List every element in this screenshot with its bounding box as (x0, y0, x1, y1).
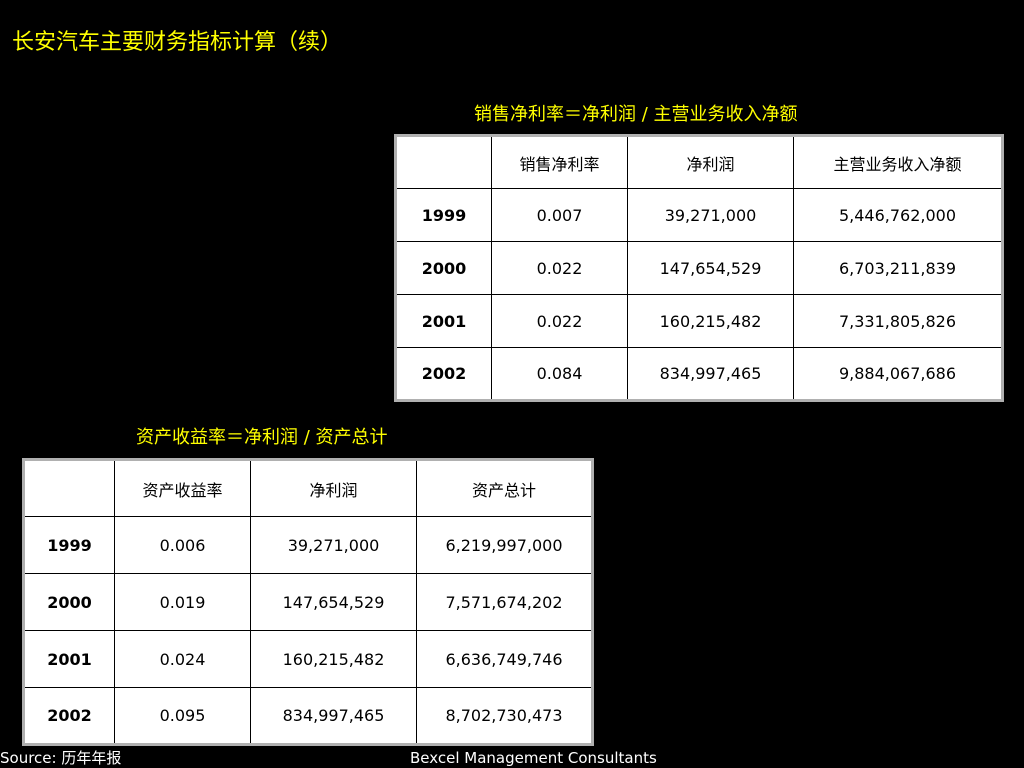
table-row: 2001 0.022 160,215,482 7,331,805,826 (395, 294, 1003, 348)
header-cell-empty (395, 135, 492, 189)
table-cell: 160,215,482 (250, 630, 417, 688)
table-row: 2000 0.019 147,654,529 7,571,674,202 (23, 573, 593, 631)
table-cell: 5,446,762,000 (793, 188, 1003, 242)
table-cell: 0.007 (491, 188, 628, 242)
table-cell: 6,219,997,000 (416, 516, 593, 574)
header-cell: 净利润 (250, 459, 417, 517)
header-cell: 主营业务收入净额 (793, 135, 1003, 189)
header-cell-empty (23, 459, 115, 517)
table-cell: 147,654,529 (250, 573, 417, 631)
return-on-assets-caption: 资产收益率＝净利润 / 资产总计 (136, 427, 388, 448)
return-on-assets-table: 资产收益率 净利润 资产总计 1999 0.006 39,271,000 6,2… (22, 458, 594, 746)
year-cell: 2000 (395, 241, 492, 295)
table-cell: 7,571,674,202 (416, 573, 593, 631)
table-cell: 0.095 (114, 687, 251, 745)
table-row: 2002 0.084 834,997,465 9,884,067,686 (395, 347, 1003, 401)
table-cell: 9,884,067,686 (793, 347, 1003, 401)
table-cell: 7,331,805,826 (793, 294, 1003, 348)
year-cell: 2000 (23, 573, 115, 631)
header-cell: 销售净利率 (491, 135, 628, 189)
table-cell: 0.084 (491, 347, 628, 401)
table-header-row: 资产收益率 净利润 资产总计 (23, 459, 593, 517)
table-row: 2000 0.022 147,654,529 6,703,211,839 (395, 241, 1003, 295)
table-cell: 6,703,211,839 (793, 241, 1003, 295)
header-cell: 资产收益率 (114, 459, 251, 517)
table-cell: 39,271,000 (250, 516, 417, 574)
table-row: 1999 0.007 39,271,000 5,446,762,000 (395, 188, 1003, 242)
table-cell: 6,636,749,746 (416, 630, 593, 688)
net-profit-margin-caption: 销售净利率＝净利润 / 主营业务收入净额 (474, 104, 798, 125)
company-name: Bexcel Management Consultants (410, 749, 657, 767)
table-cell: 147,654,529 (627, 241, 794, 295)
table-cell: 0.019 (114, 573, 251, 631)
table-cell: 0.022 (491, 294, 628, 348)
year-cell: 1999 (395, 188, 492, 242)
year-cell: 1999 (23, 516, 115, 574)
year-cell: 2002 (395, 347, 492, 401)
table-cell: 160,215,482 (627, 294, 794, 348)
header-cell: 净利润 (627, 135, 794, 189)
header-cell: 资产总计 (416, 459, 593, 517)
table-cell: 834,997,465 (627, 347, 794, 401)
table-row: 2001 0.024 160,215,482 6,636,749,746 (23, 630, 593, 688)
table-cell: 834,997,465 (250, 687, 417, 745)
table-cell: 8,702,730,473 (416, 687, 593, 745)
table-cell: 0.024 (114, 630, 251, 688)
table-row: 2002 0.095 834,997,465 8,702,730,473 (23, 687, 593, 745)
year-cell: 2002 (23, 687, 115, 745)
table-cell: 39,271,000 (627, 188, 794, 242)
net-profit-margin-table: 销售净利率 净利润 主营业务收入净额 1999 0.007 39,271,000… (394, 134, 1004, 402)
table-row: 1999 0.006 39,271,000 6,219,997,000 (23, 516, 593, 574)
table-header-row: 销售净利率 净利润 主营业务收入净额 (395, 135, 1003, 189)
year-cell: 2001 (395, 294, 492, 348)
table-cell: 0.006 (114, 516, 251, 574)
slide-title: 长安汽车主要财务指标计算（续） (12, 30, 343, 55)
table-cell: 0.022 (491, 241, 628, 295)
source-note: Source: 历年年报 (0, 749, 122, 767)
year-cell: 2001 (23, 630, 115, 688)
